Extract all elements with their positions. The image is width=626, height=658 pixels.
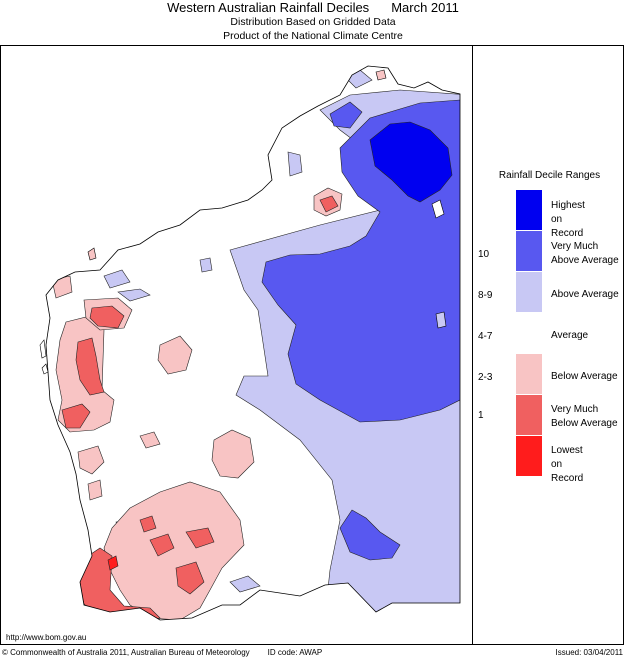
legend-swatch-above bbox=[516, 272, 542, 312]
island bbox=[435, 311, 447, 329]
legend-label-below: Below Average bbox=[551, 371, 618, 382]
legend-label-above: Above Average bbox=[551, 289, 619, 300]
map-frame bbox=[0, 45, 624, 645]
legend-label-highest: Highest on Record bbox=[551, 200, 585, 239]
island bbox=[41, 363, 49, 375]
region-very-much-below bbox=[75, 337, 105, 396]
region-above-average bbox=[229, 575, 261, 593]
island bbox=[375, 69, 387, 81]
legend-label-lowest: Lowest on Record bbox=[551, 445, 584, 484]
region-very-much-below bbox=[89, 305, 125, 329]
island bbox=[39, 339, 47, 359]
region-very-much-below bbox=[149, 533, 175, 557]
bom-url: http://www.bom.gov.au bbox=[6, 633, 87, 642]
legend-decile-4-7: 4-7 bbox=[478, 331, 493, 342]
title-period: March 2011 bbox=[391, 0, 459, 15]
region-above-average bbox=[103, 269, 131, 289]
id-code: ID code: AWAP bbox=[267, 648, 323, 657]
region-lowest-on-record bbox=[107, 555, 119, 571]
region-below-average bbox=[139, 431, 161, 449]
legend-swatch-lowest bbox=[516, 436, 542, 476]
region-above-average bbox=[117, 288, 151, 302]
region-below-average bbox=[77, 445, 105, 475]
island bbox=[431, 199, 445, 219]
region-above-average bbox=[199, 257, 213, 273]
region-very-much-below bbox=[319, 195, 339, 213]
map-title: Western Australian Rainfall Deciles March… bbox=[0, 0, 626, 15]
region-above-average bbox=[287, 151, 303, 177]
region-very-much-below bbox=[185, 527, 215, 549]
region-below-average bbox=[157, 335, 193, 375]
island bbox=[87, 247, 97, 261]
issued-date: Issued: 03/04/2011 bbox=[555, 648, 623, 657]
region-very-much-above bbox=[339, 509, 401, 561]
legend-title: Rainfall Decile Ranges bbox=[498, 170, 601, 181]
legend-decile-2-3: 2-3 bbox=[478, 372, 493, 383]
legend-label-very-much-below: Very Much Below Average bbox=[551, 404, 618, 429]
legend-swatch-very-much-above bbox=[516, 231, 542, 271]
legend-label-average: Average bbox=[551, 330, 589, 341]
region-very-much-below bbox=[139, 515, 157, 533]
legend-label-very-much-above: Very Much Above Average bbox=[551, 241, 619, 266]
subtitle-product: Product of the National Climate Centre bbox=[223, 30, 403, 42]
region-very-much-below bbox=[61, 403, 91, 429]
title-text: Western Australian Rainfall Deciles bbox=[167, 0, 370, 15]
region-below-average bbox=[211, 429, 255, 479]
footer-credits: © Commonwealth of Australia 2011, Austra… bbox=[2, 648, 322, 657]
legend-decile-10: 10 bbox=[478, 249, 490, 260]
region-very-much-above bbox=[329, 101, 363, 129]
subtitle-distribution: Distribution Based on Gridded Data bbox=[230, 16, 396, 28]
copyright-text: © Commonwealth of Australia 2011, Austra… bbox=[2, 648, 250, 657]
legend-decile-1: 1 bbox=[478, 410, 484, 421]
region-highest-on-record bbox=[369, 121, 453, 203]
legend-divider bbox=[472, 45, 473, 645]
region-very-much-below bbox=[175, 561, 205, 595]
legend-swatch-below bbox=[516, 354, 542, 394]
legend-swatch-average bbox=[516, 313, 542, 353]
region-below-average bbox=[87, 479, 103, 501]
legend-swatch-highest bbox=[516, 190, 542, 230]
legend-swatch-very-much-below bbox=[516, 395, 542, 435]
rainfall-decile-map bbox=[39, 65, 461, 621]
legend-decile-8-9: 8-9 bbox=[478, 290, 493, 301]
